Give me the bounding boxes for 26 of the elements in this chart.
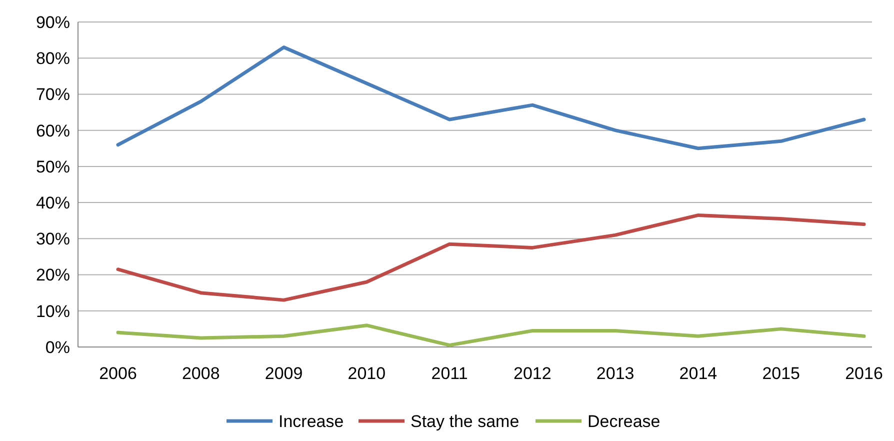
line-series — [116, 324, 866, 347]
x-tick-label: 2013 — [596, 364, 634, 383]
x-tick-label: 2014 — [679, 364, 718, 383]
y-tick-label: 50% — [36, 157, 70, 176]
legend-label: Increase — [278, 412, 344, 431]
y-tick-label: 0% — [45, 338, 70, 357]
y-tick-label: 10% — [36, 302, 70, 321]
y-tick-label: 40% — [36, 194, 70, 213]
line-series — [116, 46, 866, 150]
y-tick-label: 90% — [36, 12, 70, 32]
x-tick-label: 2015 — [762, 364, 800, 383]
x-tick-label: 2006 — [99, 364, 137, 383]
y-tick-label: 70% — [36, 85, 70, 104]
legend-label: Decrease — [588, 412, 660, 431]
y-tick-label: 20% — [36, 266, 70, 285]
x-tick-label: 2010 — [348, 364, 386, 383]
legend-label: Stay the same — [410, 412, 520, 431]
x-tick-label: 2012 — [514, 364, 552, 383]
y-tick-label: 80% — [36, 49, 70, 68]
y-tick-label: 60% — [36, 121, 70, 140]
x-tick-label: 2011 — [431, 364, 468, 383]
x-tick-label: 2008 — [182, 364, 220, 383]
x-tick-label: 2009 — [264, 364, 303, 383]
y-tick-label: 30% — [36, 230, 70, 249]
x-tick-label: 2016 — [845, 364, 883, 383]
line-series — [116, 213, 866, 302]
